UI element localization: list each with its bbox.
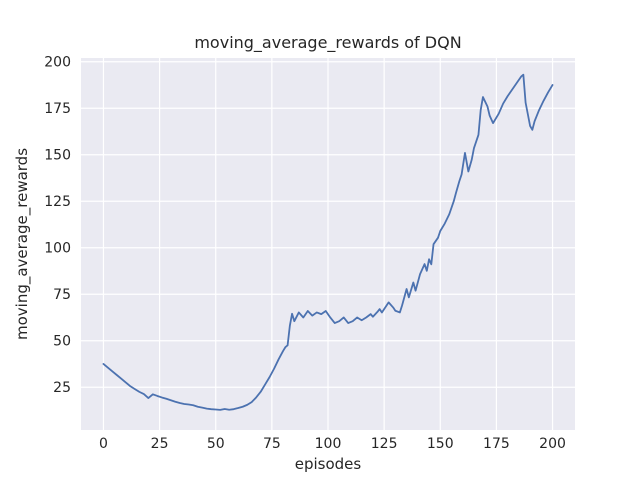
y-tick-label: 175 [44, 101, 71, 117]
y-tick-label: 75 [53, 287, 71, 303]
y-tick-label: 25 [53, 380, 71, 396]
x-tick-label: 125 [371, 436, 398, 452]
y-tick-label: 100 [44, 241, 71, 257]
y-tick-label: 50 [53, 334, 71, 350]
x-tick-label: 100 [315, 436, 342, 452]
y-tick-label: 150 [44, 148, 71, 164]
x-tick-label: 0 [99, 436, 108, 452]
dqn-series-line [102, 73, 554, 411]
x-tick-labels: 0 25 50 75 100 125 150 175 200 [99, 436, 566, 452]
y-tick-label: 200 [44, 55, 71, 71]
x-tick-label: 200 [539, 436, 566, 452]
y-axis-label: moving_average_rewards [13, 148, 32, 340]
x-tick-label: 25 [151, 436, 169, 452]
x-tick-label: 75 [263, 436, 281, 452]
x-axis-label: episodes [295, 455, 362, 473]
x-tick-label: 50 [207, 436, 225, 452]
x-tick-label: 175 [483, 436, 510, 452]
chart-title: moving_average_rewards of DQN [194, 33, 461, 53]
x-tick-label: 150 [427, 436, 454, 452]
grid-lines [81, 58, 575, 430]
y-tick-label: 125 [44, 194, 71, 210]
y-tick-labels: 25 50 75 100 125 150 175 200 [44, 55, 71, 397]
